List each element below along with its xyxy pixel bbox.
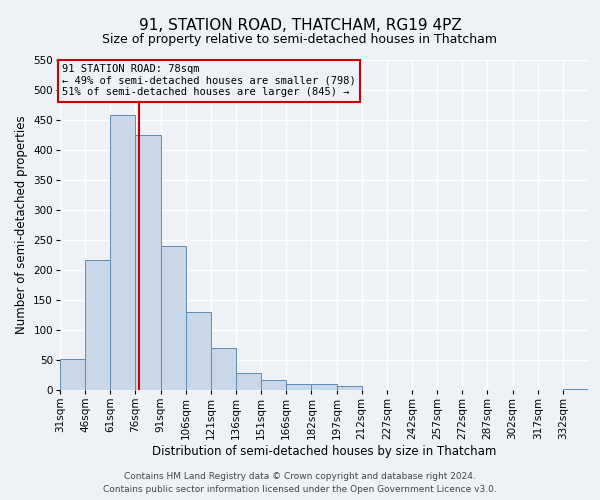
Bar xyxy=(236,372,261,390)
Bar xyxy=(136,135,161,390)
Bar xyxy=(85,260,110,390)
Bar xyxy=(211,348,236,390)
Bar xyxy=(311,384,337,390)
Text: 91, STATION ROAD, THATCHAM, RG19 4PZ: 91, STATION ROAD, THATCHAM, RG19 4PZ xyxy=(139,18,461,32)
X-axis label: Distribution of semi-detached houses by size in Thatcham: Distribution of semi-detached houses by … xyxy=(152,444,496,458)
Text: 91 STATION ROAD: 78sqm
← 49% of semi-detached houses are smaller (798)
51% of se: 91 STATION ROAD: 78sqm ← 49% of semi-det… xyxy=(62,64,355,98)
Bar xyxy=(337,386,362,390)
Bar xyxy=(60,359,85,390)
Bar xyxy=(186,312,211,390)
Y-axis label: Number of semi-detached properties: Number of semi-detached properties xyxy=(15,116,28,334)
Bar xyxy=(110,115,136,390)
Text: Contains HM Land Registry data © Crown copyright and database right 2024.
Contai: Contains HM Land Registry data © Crown c… xyxy=(103,472,497,494)
Bar xyxy=(563,389,588,390)
Bar xyxy=(261,380,286,390)
Bar xyxy=(161,246,186,390)
Text: Size of property relative to semi-detached houses in Thatcham: Size of property relative to semi-detach… xyxy=(103,32,497,46)
Bar xyxy=(286,384,311,390)
